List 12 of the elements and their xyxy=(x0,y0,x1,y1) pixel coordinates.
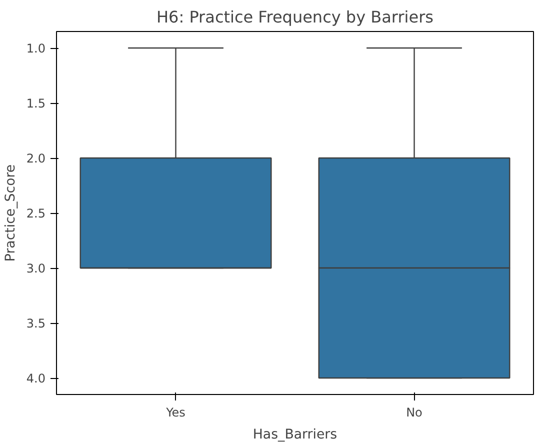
y-tick-label: 3.5 xyxy=(26,316,46,330)
y-tick-label: 1.5 xyxy=(26,96,46,110)
y-axis-title: Practice_Score xyxy=(3,164,18,262)
chart-title: H6: Practice Frequency by Barriers xyxy=(156,8,434,26)
x-axis-title: Has_Barriers xyxy=(252,428,338,442)
y-tick-label: 3.0 xyxy=(26,262,46,276)
y-tick-label: 2.5 xyxy=(26,206,46,220)
y-tick-label: 2.0 xyxy=(26,152,46,166)
x-tick-label: No xyxy=(406,406,422,420)
y-tick-label: 4.0 xyxy=(26,372,46,386)
x-tick-label: Yes xyxy=(165,406,186,420)
y-tick-label: 1.0 xyxy=(26,42,46,56)
